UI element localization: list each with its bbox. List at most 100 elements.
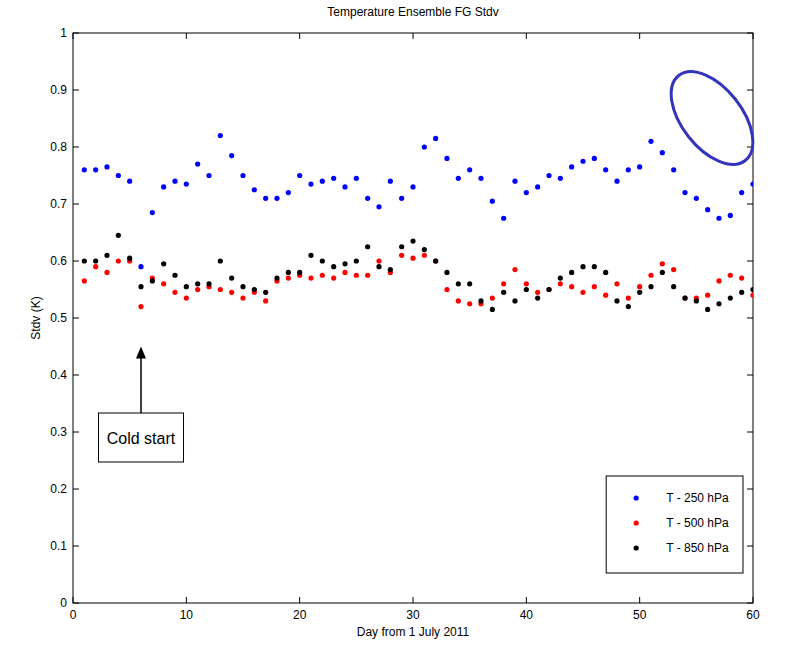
- point: [569, 270, 574, 275]
- y-tick: [73, 261, 79, 262]
- point: [705, 293, 710, 298]
- legend-label: T - 250 hPa: [666, 491, 729, 505]
- point: [614, 298, 619, 303]
- point: [490, 199, 495, 204]
- x-tick-label: 50: [633, 608, 647, 622]
- point: [320, 179, 325, 184]
- plot-area: [73, 33, 753, 603]
- y-tick-right: [747, 432, 753, 433]
- x-tick: [639, 597, 640, 603]
- point: [705, 207, 710, 212]
- point: [648, 139, 653, 144]
- point: [444, 287, 449, 292]
- point: [104, 253, 109, 258]
- point: [501, 216, 506, 221]
- point: [671, 167, 676, 172]
- x-tick: [526, 597, 527, 603]
- point: [569, 164, 574, 169]
- point: [116, 233, 121, 238]
- frame: [73, 33, 753, 603]
- title: Temperature Ensemble FG Stdv: [327, 5, 498, 19]
- point: [694, 298, 699, 303]
- point: [512, 179, 517, 184]
- point: [660, 261, 665, 266]
- point: [422, 144, 427, 149]
- point: [342, 261, 347, 266]
- point: [626, 304, 631, 309]
- legend-marker: [634, 545, 639, 550]
- point: [263, 196, 268, 201]
- y-tick-right: [747, 204, 753, 205]
- point: [308, 276, 313, 281]
- point: [682, 295, 687, 300]
- point: [218, 258, 223, 263]
- point: [478, 298, 483, 303]
- point: [286, 190, 291, 195]
- point: [240, 284, 245, 289]
- point: [206, 281, 211, 286]
- point: [626, 295, 631, 300]
- point: [456, 298, 461, 303]
- point: [184, 295, 189, 300]
- legend-marker: [634, 495, 639, 500]
- point: [728, 273, 733, 278]
- point: [218, 133, 223, 138]
- point: [229, 290, 234, 295]
- point: [184, 284, 189, 289]
- point: [229, 276, 234, 281]
- point: [93, 258, 98, 263]
- y-tick-label: 0.4: [50, 368, 67, 382]
- y-tick: [73, 546, 79, 547]
- y-tick: [73, 204, 79, 205]
- legend-box: [606, 476, 743, 573]
- point: [614, 179, 619, 184]
- point: [603, 293, 608, 298]
- annotation-text: Cold start: [107, 430, 176, 447]
- point: [750, 287, 753, 292]
- x-tick-label: 20: [293, 608, 307, 622]
- point: [648, 284, 653, 289]
- point: [728, 213, 733, 218]
- y-tick: [73, 147, 79, 148]
- point: [467, 281, 472, 286]
- point: [501, 281, 506, 286]
- point: [184, 181, 189, 186]
- point: [172, 290, 177, 295]
- point: [739, 290, 744, 295]
- x-tick-label: 40: [520, 608, 534, 622]
- point: [558, 276, 563, 281]
- point: [626, 167, 631, 172]
- point: [320, 258, 325, 263]
- point: [546, 287, 551, 292]
- point: [580, 290, 585, 295]
- point: [705, 307, 710, 312]
- point: [297, 270, 302, 275]
- point: [716, 216, 721, 221]
- point: [728, 295, 733, 300]
- point: [682, 190, 687, 195]
- point: [150, 278, 155, 283]
- point: [592, 156, 597, 161]
- background: [0, 0, 786, 646]
- point: [410, 256, 415, 261]
- point: [399, 244, 404, 249]
- y-tick-right: [747, 261, 753, 262]
- point: [263, 290, 268, 295]
- point: [195, 281, 200, 286]
- point: [399, 196, 404, 201]
- point: [603, 167, 608, 172]
- point: [546, 173, 551, 178]
- point: [637, 284, 642, 289]
- point: [433, 258, 438, 263]
- point: [592, 264, 597, 269]
- point: [637, 164, 642, 169]
- y-tick-right: [747, 90, 753, 91]
- point: [138, 284, 143, 289]
- legend-label: T - 500 hPa: [666, 516, 729, 530]
- x-tick-top: [526, 33, 527, 39]
- annotation-arrow: [140, 357, 142, 414]
- y-axis-title: Stdv (K): [29, 296, 43, 339]
- point: [648, 273, 653, 278]
- x-axis-title: Day from 1 July 2011: [357, 625, 470, 639]
- point: [93, 264, 98, 269]
